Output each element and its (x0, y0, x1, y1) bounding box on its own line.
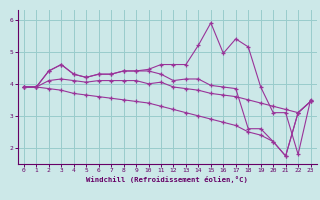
X-axis label: Windchill (Refroidissement éolien,°C): Windchill (Refroidissement éolien,°C) (86, 176, 248, 183)
